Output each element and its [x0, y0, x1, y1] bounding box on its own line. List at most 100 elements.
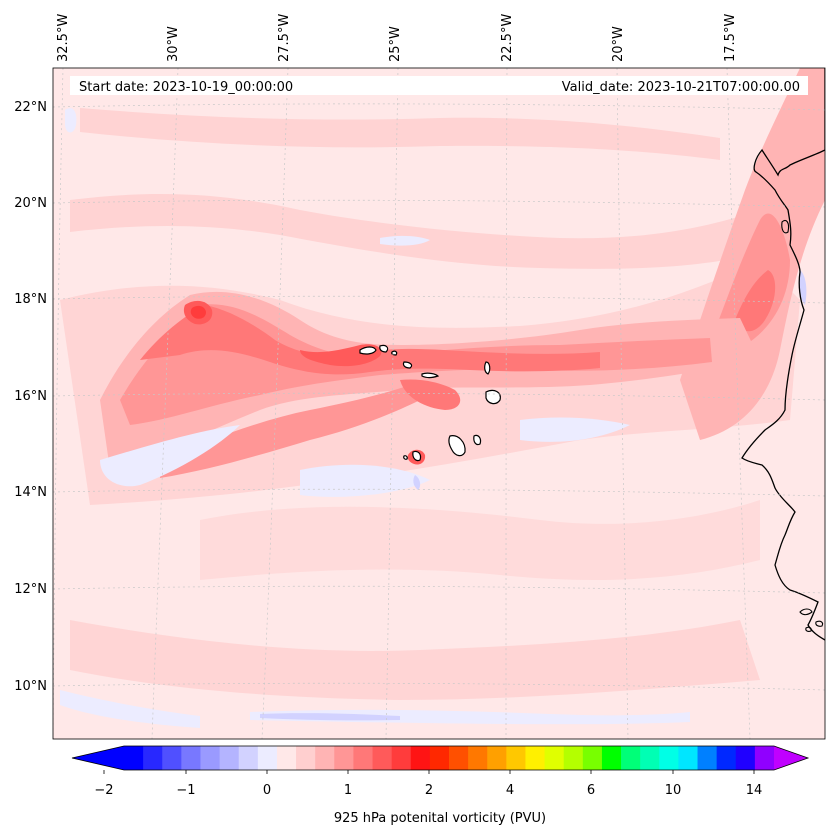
lat-label: 18°N — [14, 292, 47, 307]
colorbar-frame — [71, 745, 810, 771]
island-raso — [421, 372, 440, 379]
field-negative-4 — [65, 108, 77, 133]
colorbar-segment — [449, 746, 469, 770]
field-negative-2 — [300, 464, 430, 497]
lat-label: 10°N — [14, 679, 47, 694]
field-band-2 — [70, 194, 770, 269]
colorbar-segment — [162, 746, 182, 770]
lat-label: 16°N — [14, 389, 47, 404]
colorbar-segment — [296, 746, 316, 770]
colorbar-segment — [735, 746, 756, 770]
island-brava — [403, 455, 408, 460]
field-band-north — [80, 108, 720, 160]
colorbar-tick: 1 — [344, 783, 352, 798]
island-sao-nicolau — [402, 361, 413, 369]
lon-label: 30°W — [166, 26, 181, 62]
colorbar-segment — [353, 746, 373, 770]
pv-field — [53, 68, 825, 739]
colorbar-segment — [621, 746, 641, 770]
field-negative-8 — [60, 690, 200, 728]
field-negative-9 — [799, 270, 807, 305]
colorbar-segment — [429, 746, 450, 770]
lat-label: 20°N — [14, 196, 47, 211]
field-filament-south — [160, 385, 420, 478]
graticule — [53, 68, 825, 739]
colorbar-segment — [372, 746, 393, 770]
lon-label: 32.5°W — [56, 14, 71, 62]
colorbar-tick: 10 — [665, 783, 682, 798]
colorbar-segment — [716, 746, 737, 770]
field-negative-1 — [100, 425, 240, 487]
colorbar-segment — [640, 746, 660, 770]
lat-label: 12°N — [14, 582, 47, 597]
field-band-south — [70, 620, 760, 700]
field-negative-10 — [413, 475, 421, 490]
field-filament-inner — [140, 305, 600, 375]
colorbar-under-arrow — [72, 746, 124, 770]
lat-label: 22°N — [14, 100, 47, 115]
lon-label: 22.5°W — [500, 14, 515, 62]
colorbar-segment — [506, 746, 526, 770]
lon-label: 27.5°W — [277, 14, 292, 62]
coastline-africa — [741, 68, 825, 641]
colorbar-segment — [200, 746, 220, 770]
colorbar-segment — [334, 746, 354, 770]
colorbar-tick: 4 — [506, 783, 514, 798]
colorbar-segment — [410, 746, 431, 770]
colorbar-tick: −2 — [94, 783, 113, 798]
colorbar-segment — [219, 746, 240, 770]
field-negative-5 — [250, 709, 690, 725]
colorbar-segment — [563, 746, 584, 770]
colorbar-segment — [678, 746, 698, 770]
island-santa-luzia — [391, 350, 398, 356]
coastline-cape-blanc — [781, 219, 790, 234]
colorbar-segment — [697, 746, 718, 770]
colorbar-segment — [238, 746, 259, 770]
colorbar-segment — [582, 746, 603, 770]
field-coastal-peak — [735, 270, 776, 332]
island-sal — [484, 361, 491, 375]
lon-label: 17.5°W — [723, 14, 738, 62]
colorbar-label: 925 hPa potenital vorticity (PVU) — [334, 811, 546, 826]
field-filament-lobe — [400, 379, 461, 410]
colorbar-segment — [391, 746, 412, 770]
lon-label: 25°W — [388, 26, 403, 62]
colorbar-segment — [276, 746, 297, 770]
lon-label: 20°W — [611, 26, 626, 62]
latitude-labels: 22°N 20°N 18°N 16°N 14°N 12°N 10°N — [14, 100, 47, 694]
valid-date-label: Valid_date: 2023-10-21T07:00:00.00 — [562, 80, 800, 95]
colorbar-segment — [525, 746, 545, 770]
field-filament-peak — [190, 305, 206, 319]
field-negative-3 — [520, 417, 630, 442]
colorbar-segment — [754, 746, 775, 770]
island-boa-vista — [485, 389, 501, 405]
colorbar-tick: 6 — [587, 783, 595, 798]
lat-label: 14°N — [14, 485, 47, 500]
colorbar-segment — [659, 746, 679, 770]
field-band-mid-south — [200, 500, 760, 580]
map-frame — [52, 67, 826, 740]
colorbar-over-arrow — [774, 746, 808, 770]
island-sao-vicente — [379, 344, 389, 353]
field-negative-6 — [260, 713, 400, 721]
colorbar-tick: −1 — [176, 783, 195, 798]
info-box — [70, 76, 808, 95]
colorbar — [71, 745, 810, 774]
coastline-bissagos — [799, 608, 824, 632]
colorbar-tick: 14 — [746, 783, 763, 798]
colorbar-segment — [257, 746, 278, 770]
colorbar-tick: 0 — [263, 783, 271, 798]
field-coastal-core — [715, 213, 790, 345]
island-santiago — [448, 435, 466, 457]
colorbar-segment — [143, 746, 163, 770]
island-santo-antao — [359, 346, 377, 355]
colorbar-segment — [181, 746, 201, 770]
colorbar-ticks: −2 −1 0 1 2 4 6 10 14 — [94, 783, 762, 798]
colorbar-segment — [544, 746, 565, 770]
colorbar-segment — [124, 746, 144, 770]
colorbar-segment — [315, 746, 335, 770]
island-fogo — [412, 450, 422, 462]
colorbar-tick: 2 — [425, 783, 433, 798]
colorbar-segment — [601, 746, 622, 770]
